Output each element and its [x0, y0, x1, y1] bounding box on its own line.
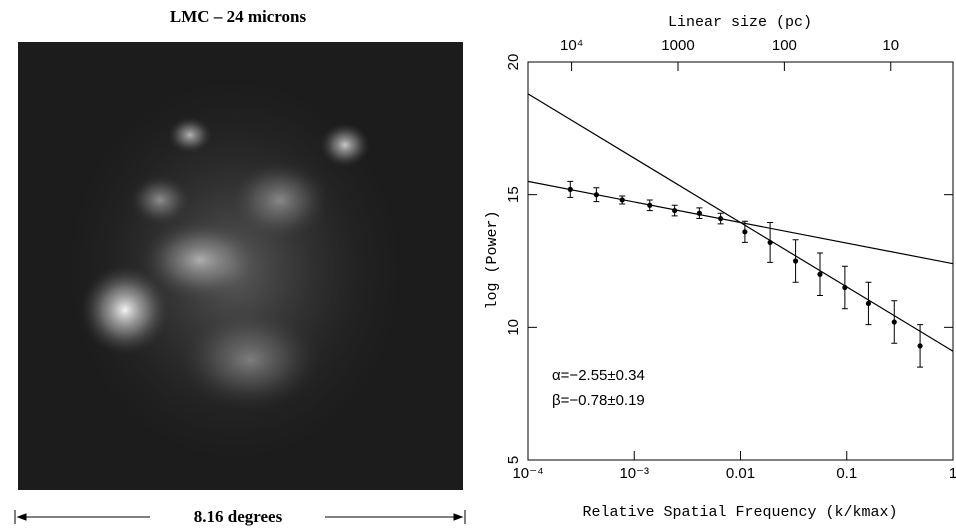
nebula	[80, 265, 170, 355]
nebula	[130, 175, 190, 225]
x2-tick-label: 10⁴	[560, 37, 583, 54]
y-tick-label: 10	[505, 319, 522, 336]
annotation: α=−2.55±0.34	[552, 367, 645, 384]
nebula	[230, 160, 330, 240]
x2-tick-label: 100	[772, 37, 797, 54]
scale-bar	[14, 510, 466, 524]
y-axis-label: log (Power)	[484, 210, 501, 309]
nebula	[140, 220, 260, 300]
x2-axis-label: Linear size (pc)	[668, 14, 812, 31]
x-tick-label: 10⁻³	[619, 465, 649, 482]
x-tick-label: 10⁻⁴	[512, 465, 543, 482]
scale-label: 8.16 degrees	[194, 507, 283, 526]
x2-tick-label: 1000	[661, 37, 694, 54]
data-point	[917, 343, 923, 349]
x-tick-label: 0.1	[836, 465, 857, 482]
data-point	[817, 271, 823, 277]
x2-tick-label: 10	[882, 37, 899, 54]
image-title: LMC – 24 microns	[170, 7, 307, 26]
image-panel: LMC – 24 microns 8.16 degrees	[14, 7, 466, 526]
x-axis-label: Relative Spatial Frequency (k/kmax)	[582, 504, 897, 521]
x-tick-label: 1	[949, 465, 956, 482]
data-point	[891, 319, 897, 325]
y-tick-label: 15	[505, 186, 522, 203]
annotation: β=−0.78±0.19	[552, 392, 645, 409]
data-point	[865, 300, 872, 307]
fit-line	[527, 180, 954, 265]
plot-panel: Linear size (pc) Relative Spatial Freque…	[484, 14, 956, 521]
nebula	[180, 310, 320, 410]
data-point	[792, 258, 799, 264]
nebula	[320, 123, 370, 167]
y-tick-label: 5	[505, 456, 522, 464]
x-tick-label: 0.01	[726, 465, 755, 482]
y-tick-label: 20	[505, 54, 522, 71]
nebula	[168, 117, 212, 153]
data-point	[742, 229, 748, 235]
